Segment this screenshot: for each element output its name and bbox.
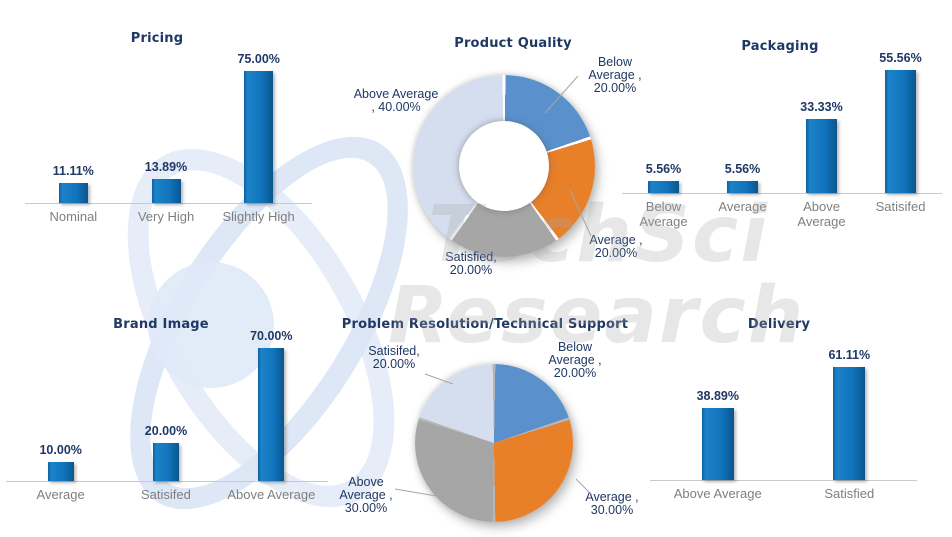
logo-globe-icon <box>148 262 274 388</box>
